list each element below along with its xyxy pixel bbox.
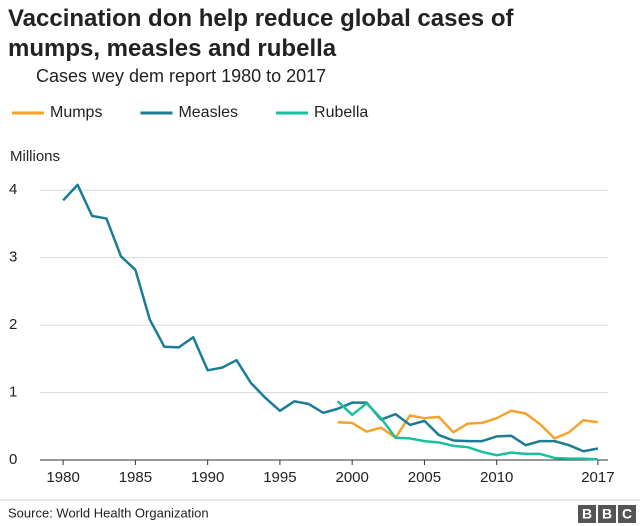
x-tick-label: 1980 [46,469,79,486]
legend-label: Rubella [314,104,368,121]
y-tick-label: 2 [9,316,17,333]
x-tick-label: 2000 [335,469,368,486]
logo-letter: B [582,506,592,522]
series-line [62,183,599,453]
logo-box [618,505,636,523]
logo-letter: C [622,506,632,522]
x-tick-label: 1985 [119,469,152,486]
x-tick-label: 2005 [408,469,441,486]
chart-title: Vaccination don help reduce global cases… [8,5,514,62]
y-tick-label: 4 [9,181,17,198]
legend-label: Measles [178,104,238,121]
logo-box [578,505,596,523]
series-line [336,400,598,461]
logo-letter: B [602,506,612,522]
x-tick-label: 2010 [480,469,513,486]
logo-box [598,505,616,523]
x-tick-label: 1995 [263,469,296,486]
legend-label: Mumps [50,104,102,121]
y-tick-label: 3 [9,249,17,266]
y-axis-label: Millions [10,148,60,165]
x-tick-label: 1990 [191,469,224,486]
source: Source: World Health Organization [8,505,209,520]
chart-subtitle: Cases wey dem report 1980 to 2017 [36,66,326,86]
y-tick-label: 0 [9,451,17,468]
series-line [337,409,599,440]
x-tick-label: 2017 [581,469,614,486]
y-tick-label: 1 [9,384,17,401]
